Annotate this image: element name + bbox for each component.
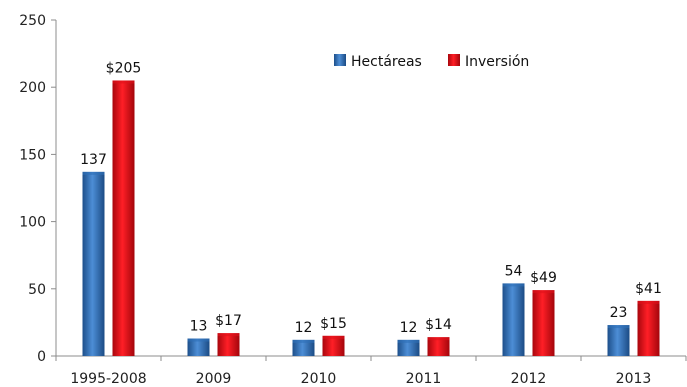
bar-inversion xyxy=(532,290,555,356)
x-tick-label: 1995-2008 xyxy=(70,371,146,387)
x-tick-label: 2013 xyxy=(616,371,652,387)
bar-top-inversion xyxy=(532,290,555,294)
bar-hectareas xyxy=(607,325,630,356)
y-tick-label: 100 xyxy=(19,215,46,231)
bar-top-hectareas xyxy=(187,338,210,342)
x-axis-ticks: 1995-2008 2009 2010 2011 2012 2013 xyxy=(55,356,687,387)
bar-hectareas xyxy=(292,339,315,356)
legend-swatch-inversion xyxy=(448,54,460,66)
bar-top-inversion xyxy=(322,335,345,339)
bar-top-inversion xyxy=(427,337,450,341)
bar-inversion xyxy=(217,333,240,356)
bar-hectareas xyxy=(82,171,105,356)
y-tick-label: 0 xyxy=(37,349,46,365)
bar-hectareas xyxy=(502,283,525,356)
x-tick-label: 2009 xyxy=(196,371,232,387)
data-label-inversion: $17 xyxy=(215,313,242,329)
data-label-inversion: $205 xyxy=(106,60,142,76)
x-tick-label: 2011 xyxy=(406,371,442,387)
bar-hectareas xyxy=(187,338,210,356)
data-label-inversion: $41 xyxy=(635,281,662,297)
data-labels-group: 137 13 12 12 54 23 $205 $17 $15 $14 $49 $41 xyxy=(80,60,662,335)
bar-inversion xyxy=(322,335,345,356)
bars-group xyxy=(82,80,660,356)
legend-label-hectareas: Hectáreas xyxy=(351,54,422,70)
y-tick-label: 200 xyxy=(19,80,46,96)
data-label-hectareas: 12 xyxy=(295,320,313,336)
bar-top-hectareas xyxy=(82,171,105,175)
data-label-inversion: $15 xyxy=(320,316,347,332)
data-label-inversion: $14 xyxy=(425,317,452,333)
data-label-inversion: $49 xyxy=(530,270,557,286)
bar-top-inversion xyxy=(217,333,240,337)
data-label-hectareas: 23 xyxy=(610,305,628,321)
y-tick-label: 250 xyxy=(19,13,46,29)
data-label-hectareas: 12 xyxy=(400,320,418,336)
bar-top-hectareas xyxy=(397,339,420,343)
bar-inversion xyxy=(637,300,660,356)
bar-top-hectareas xyxy=(607,325,630,329)
bar-top-inversion xyxy=(637,300,660,304)
bar-hectareas xyxy=(397,339,420,356)
legend: Hectáreas Inversión xyxy=(334,54,529,70)
x-tick-label: 2010 xyxy=(301,371,337,387)
bar-top-hectareas xyxy=(292,339,315,343)
y-tick-label: 150 xyxy=(19,147,46,163)
bar-top-inversion xyxy=(112,80,135,84)
data-label-hectareas: 54 xyxy=(505,263,523,279)
y-tick-label: 50 xyxy=(28,282,46,298)
legend-swatch-hectareas xyxy=(334,54,346,66)
data-label-hectareas: 13 xyxy=(190,319,208,335)
x-tick-label: 2012 xyxy=(511,371,547,387)
legend-label-inversion: Inversión xyxy=(465,54,529,70)
bar-top-hectareas xyxy=(502,283,525,287)
data-label-hectareas: 137 xyxy=(80,152,107,168)
bar-inversion xyxy=(427,337,450,356)
bar-inversion xyxy=(112,80,135,356)
y-axis-ticks: 0 50 100 150 200 250 xyxy=(19,13,56,365)
